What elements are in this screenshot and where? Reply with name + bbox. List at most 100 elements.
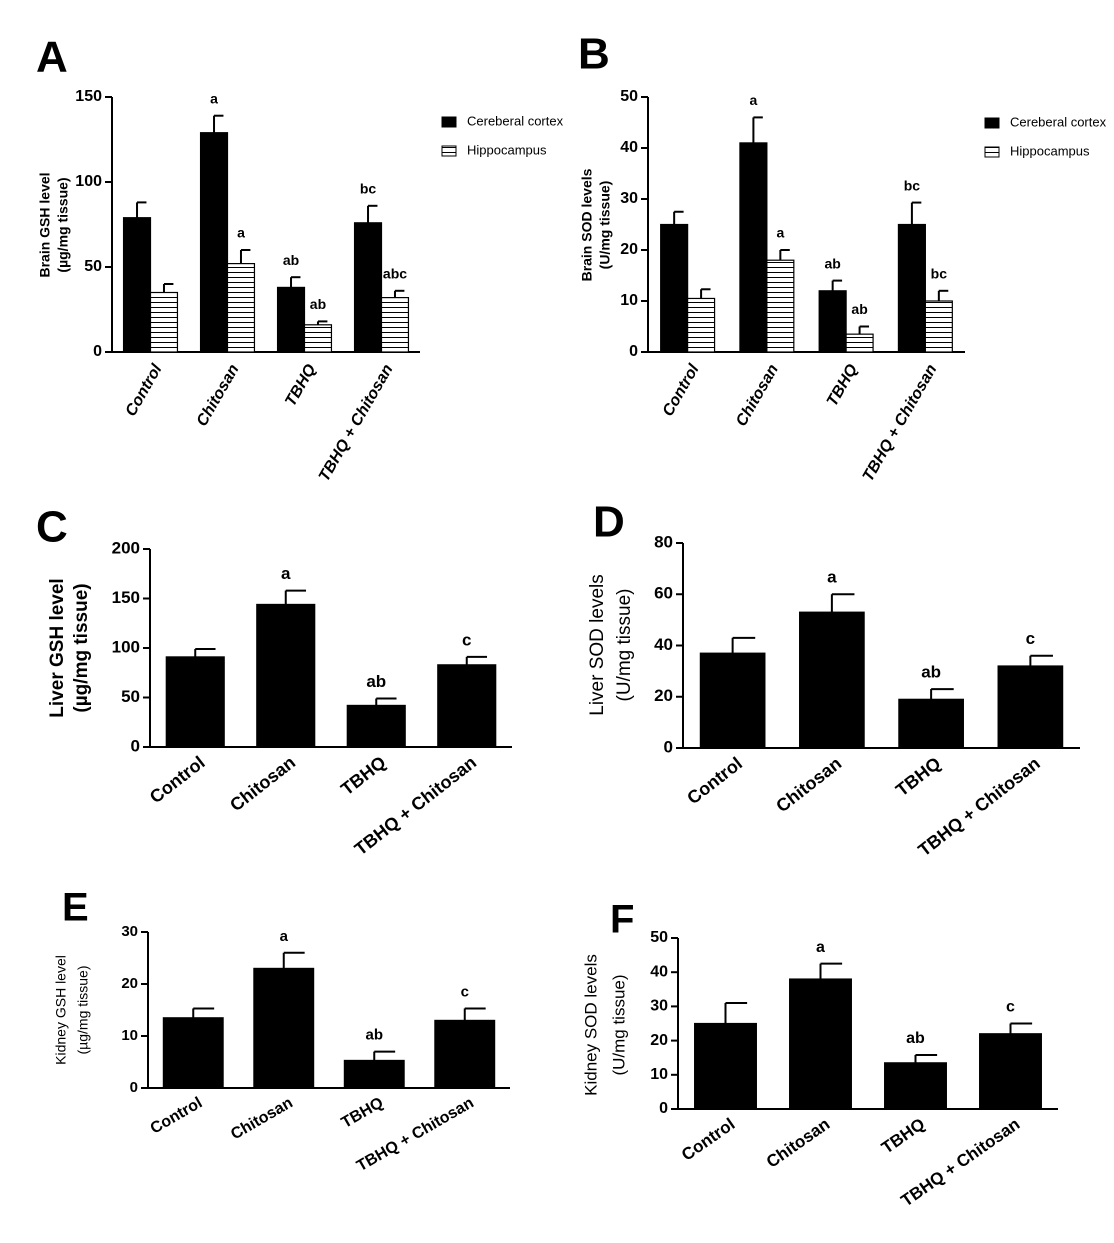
y-axis-label: (U/mg tissue) [597, 181, 613, 270]
bar [226, 263, 256, 353]
y-axis-label: Kidney GSH level [53, 955, 69, 1065]
y-tick-label: 50 [121, 687, 140, 706]
y-tick-label: 40 [654, 635, 673, 654]
y-axis-label: (U/mg tissue) [609, 974, 628, 1075]
x-tick-label: TBHQ [878, 1114, 928, 1157]
significance-label: a [237, 225, 245, 241]
bar [353, 222, 383, 353]
y-tick-label: 10 [650, 1066, 668, 1083]
x-tick-label: Chitosan [772, 753, 845, 816]
bar [253, 967, 315, 1089]
y-axis-label: Brain SOD levels [579, 168, 595, 281]
legend-swatch [984, 146, 1000, 158]
panel-letter: E [62, 886, 89, 930]
bar [343, 1059, 405, 1089]
significance-label: abc [383, 266, 407, 282]
bar [884, 1062, 947, 1110]
y-tick-label: 0 [131, 736, 140, 755]
y-tick-label: 0 [130, 1079, 138, 1096]
significance-label: c [1006, 999, 1015, 1016]
y-axis-label: Kidney SOD levels [581, 954, 600, 1096]
significance-label: ab [824, 255, 840, 271]
bar [434, 1019, 496, 1089]
significance-label: a [827, 568, 837, 587]
legend-swatch [441, 116, 457, 128]
y-tick-label: 20 [650, 1032, 668, 1049]
bar [799, 611, 865, 749]
x-tick-label: TBHQ + Chitosan [316, 361, 397, 484]
bar [924, 300, 953, 353]
bar [766, 259, 795, 353]
x-tick-label: TBHQ [282, 361, 320, 409]
x-tick-label: Control [683, 753, 746, 808]
significance-label: a [210, 90, 218, 106]
panel-letter: C [36, 503, 68, 552]
significance-label: a [816, 939, 825, 956]
significance-label: ab [851, 301, 867, 317]
bar [162, 1017, 224, 1089]
significance-label: bc [931, 266, 948, 282]
significance-label: ab [906, 1030, 925, 1047]
y-tick-label: 150 [75, 88, 102, 105]
y-tick-label: 0 [629, 343, 638, 360]
panel-letter: F [610, 898, 634, 942]
significance-label: c [461, 983, 469, 1000]
x-tick-label: Chitosan [194, 361, 243, 429]
significance-label: ab [310, 296, 326, 312]
bar [687, 297, 716, 353]
y-tick-label: 20 [121, 975, 138, 992]
y-tick-label: 30 [121, 923, 138, 940]
significance-label: bc [904, 177, 921, 193]
bar [256, 603, 316, 748]
bar [845, 333, 874, 353]
y-tick-label: 30 [620, 190, 638, 207]
bar [199, 132, 229, 353]
y-tick-label: 100 [75, 173, 102, 190]
y-tick-label: 200 [112, 538, 140, 557]
panel-letter: B [578, 30, 610, 79]
x-tick-label: Control [660, 361, 703, 419]
significance-label: c [1026, 629, 1035, 648]
bar [818, 290, 847, 353]
y-tick-label: 50 [650, 929, 668, 946]
bar [898, 698, 964, 749]
significance-label: a [281, 564, 291, 583]
y-axis-label: Liver SOD levels [587, 574, 608, 716]
bar [660, 223, 689, 353]
y-axis-label: (µg/mg tissue) [71, 583, 92, 712]
y-tick-label: 50 [620, 88, 638, 105]
y-tick-label: 20 [654, 686, 673, 705]
x-tick-label: Control [148, 1094, 206, 1137]
significance-label: ab [366, 672, 386, 691]
bar [380, 297, 410, 353]
significance-label: ab [921, 663, 941, 682]
x-tick-label: TBHQ + Chitosan [860, 361, 941, 484]
x-tick-label: TBHQ [337, 752, 390, 799]
y-tick-label: 0 [659, 1100, 668, 1117]
y-tick-label: 20 [620, 241, 638, 258]
legend-label: Hippocampus [1010, 143, 1090, 158]
bar [122, 217, 152, 353]
x-tick-label: Control [146, 752, 209, 807]
legend-swatch [984, 117, 1000, 129]
bar [346, 704, 406, 748]
x-tick-label: Chitosan [228, 1094, 296, 1143]
y-tick-label: 80 [654, 532, 673, 551]
bar [897, 223, 926, 353]
bar [699, 652, 766, 749]
bar [997, 665, 1064, 749]
x-tick-label: Control [678, 1114, 738, 1164]
legend-label: Hippocampus [467, 142, 547, 157]
bar [276, 286, 306, 353]
panel-letter: A [36, 33, 68, 82]
y-axis-label: (U/mg tissue) [614, 589, 635, 702]
y-tick-label: 0 [93, 343, 102, 360]
y-tick-label: 50 [84, 258, 102, 275]
bar [694, 1022, 757, 1110]
significance-label: a [280, 928, 289, 945]
legend-label: Cereberal cortex [467, 113, 564, 128]
legend-swatch [441, 145, 457, 157]
bar [739, 142, 768, 353]
x-tick-label: TBHQ [339, 1094, 387, 1131]
